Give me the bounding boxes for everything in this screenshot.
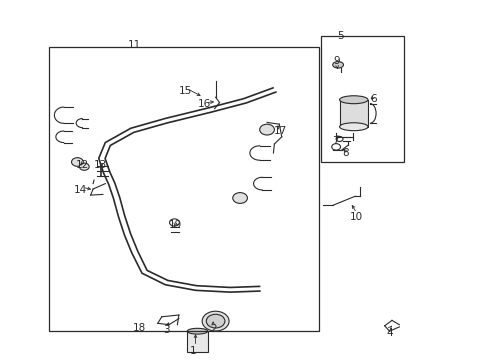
Text: 3: 3 bbox=[163, 325, 170, 336]
Text: 8: 8 bbox=[342, 148, 349, 158]
Text: 6: 6 bbox=[370, 94, 377, 104]
Bar bbox=[340, 100, 368, 127]
Circle shape bbox=[72, 158, 83, 166]
Bar bbox=[49, 47, 318, 331]
Ellipse shape bbox=[333, 62, 343, 68]
Text: 7: 7 bbox=[332, 136, 339, 146]
Ellipse shape bbox=[187, 328, 208, 334]
Text: 10: 10 bbox=[350, 212, 363, 222]
Circle shape bbox=[233, 193, 247, 203]
Text: 19: 19 bbox=[169, 220, 182, 230]
Ellipse shape bbox=[206, 314, 225, 328]
Text: 18: 18 bbox=[133, 323, 147, 333]
Circle shape bbox=[332, 144, 341, 150]
Ellipse shape bbox=[340, 96, 368, 104]
Ellipse shape bbox=[340, 123, 368, 131]
Bar bbox=[187, 331, 208, 352]
Text: 12: 12 bbox=[75, 160, 89, 170]
Text: 4: 4 bbox=[386, 328, 393, 338]
Text: 17: 17 bbox=[273, 126, 287, 136]
Circle shape bbox=[260, 124, 274, 135]
Text: 11: 11 bbox=[128, 40, 142, 50]
Text: 5: 5 bbox=[337, 31, 344, 41]
Circle shape bbox=[336, 136, 343, 141]
Circle shape bbox=[170, 219, 179, 226]
Text: 15: 15 bbox=[178, 86, 192, 96]
Text: 9: 9 bbox=[334, 56, 341, 66]
Text: 2: 2 bbox=[210, 324, 217, 334]
Text: 16: 16 bbox=[198, 99, 212, 109]
Bar bbox=[321, 36, 404, 162]
Text: 13: 13 bbox=[94, 160, 107, 170]
Text: 14: 14 bbox=[74, 185, 88, 195]
Circle shape bbox=[79, 163, 89, 170]
Ellipse shape bbox=[202, 311, 229, 331]
Text: 1: 1 bbox=[190, 346, 197, 356]
